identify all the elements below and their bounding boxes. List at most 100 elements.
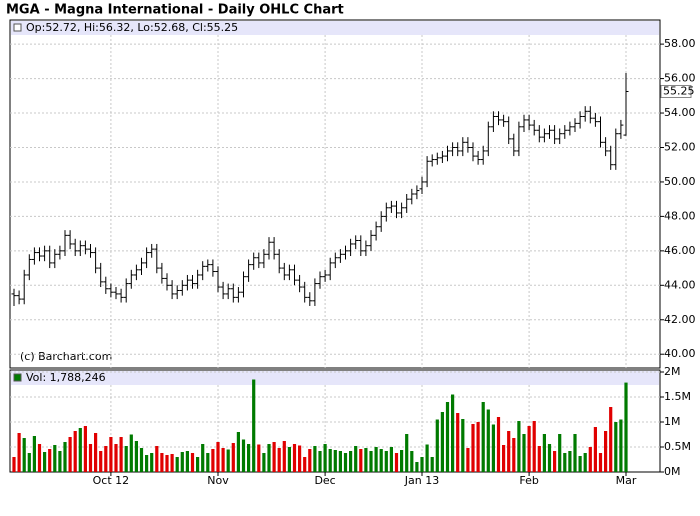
x-tick-label: Mar bbox=[616, 474, 637, 487]
volume-icon bbox=[13, 373, 22, 382]
volume-bar bbox=[609, 407, 613, 472]
volume-bar bbox=[542, 434, 546, 472]
volume-bar bbox=[287, 447, 291, 472]
volume-bar bbox=[58, 451, 62, 472]
volume-bar bbox=[43, 452, 47, 472]
price-header: Op:52.72, Hi:56.32, Lo:52.68, Cl:55.25 bbox=[26, 21, 238, 34]
volume-bar bbox=[17, 433, 21, 472]
y-tick-label: 52.00 bbox=[664, 140, 696, 153]
volume-bar bbox=[99, 451, 103, 472]
last-price-label: 55.25 bbox=[663, 84, 695, 97]
volume-bar bbox=[37, 444, 42, 472]
volume-bar bbox=[522, 434, 526, 472]
volume-bar bbox=[445, 402, 450, 472]
volume-bar bbox=[292, 444, 297, 472]
volume-bar bbox=[88, 444, 93, 472]
y-tick-label: 1M bbox=[664, 415, 681, 428]
volume-bar bbox=[451, 394, 455, 472]
y-tick-label: 46.00 bbox=[664, 244, 696, 257]
volume-bar bbox=[145, 455, 149, 472]
volume-bar bbox=[369, 451, 373, 472]
volume-bar bbox=[456, 413, 460, 472]
volume-bar bbox=[129, 434, 133, 472]
volume-bar bbox=[558, 434, 562, 472]
volume-bar bbox=[532, 421, 536, 472]
volume-header: Vol: 1,788,246 bbox=[26, 371, 106, 384]
volume-bar bbox=[354, 446, 358, 472]
volume-bar bbox=[221, 448, 225, 472]
volume-bar bbox=[563, 453, 567, 472]
volume-bar bbox=[139, 448, 144, 472]
y-tick-label: 58.00 bbox=[664, 37, 696, 50]
volume-bar bbox=[170, 454, 174, 472]
volume-bar bbox=[231, 443, 235, 472]
volume-bar bbox=[507, 431, 511, 472]
volume-bar bbox=[349, 451, 353, 472]
volume-bar bbox=[83, 426, 87, 472]
volume-bar bbox=[94, 433, 98, 472]
volume-bar bbox=[185, 451, 189, 472]
volume-bar bbox=[241, 439, 246, 472]
volume-bar bbox=[180, 452, 184, 472]
volume-bar bbox=[425, 444, 429, 472]
volume-bar bbox=[160, 453, 164, 472]
last-price-box bbox=[660, 84, 692, 98]
volume-bar bbox=[527, 426, 531, 472]
volume-bar bbox=[359, 449, 363, 472]
volume-bar bbox=[119, 437, 123, 472]
volume-bar bbox=[272, 442, 276, 472]
volume-bar bbox=[471, 424, 475, 472]
x-tick-label: Jan 13 bbox=[404, 474, 439, 487]
y-tick-label: 0M bbox=[664, 465, 681, 478]
y-tick-label: 44.00 bbox=[664, 278, 696, 291]
price-panel bbox=[9, 19, 661, 369]
volume-bar bbox=[252, 379, 256, 472]
y-tick-label: 56.00 bbox=[664, 72, 696, 85]
volume-bar bbox=[568, 451, 572, 472]
volume-bar bbox=[114, 444, 118, 472]
volume-bar bbox=[410, 451, 414, 472]
volume-bar bbox=[435, 419, 439, 472]
volume-bar bbox=[491, 424, 495, 472]
volume-bar bbox=[155, 446, 159, 472]
volume-bar bbox=[323, 444, 327, 472]
volume-bar bbox=[298, 445, 302, 472]
volume-bar bbox=[343, 453, 348, 472]
x-tick-label: Nov bbox=[207, 474, 229, 487]
volume-bar bbox=[588, 447, 592, 472]
y-tick-label: 0.5M bbox=[664, 440, 691, 453]
volume-bar bbox=[394, 453, 399, 472]
volume-bar bbox=[578, 456, 582, 472]
volume-bar bbox=[374, 447, 378, 472]
volume-bar bbox=[496, 417, 501, 472]
y-tick-label: 48.00 bbox=[664, 209, 696, 222]
y-tick-label: 1.5M bbox=[664, 390, 691, 403]
y-tick-label: 42.00 bbox=[664, 313, 696, 326]
credit: (c) Barchart.com bbox=[20, 350, 112, 363]
volume-bar bbox=[73, 431, 77, 472]
volume-bar bbox=[165, 455, 169, 472]
volume-bar bbox=[150, 453, 154, 472]
chart-title: MGA - Magna International - Daily OHLC C… bbox=[6, 3, 344, 18]
volume-bar bbox=[196, 457, 200, 472]
volume-bar bbox=[124, 446, 128, 472]
volume-bar bbox=[68, 437, 72, 472]
volume-bar bbox=[313, 446, 317, 472]
volume-bar bbox=[175, 457, 179, 472]
volume-bar bbox=[440, 412, 444, 472]
volume-bar bbox=[109, 437, 113, 472]
volume-bar bbox=[318, 451, 322, 472]
volume-bar bbox=[211, 449, 215, 472]
volume-bar bbox=[512, 438, 516, 472]
y-tick-label: 40.00 bbox=[664, 347, 696, 360]
x-tick-label: Dec bbox=[314, 474, 335, 487]
volume-bar bbox=[48, 449, 52, 472]
volume-bar bbox=[624, 382, 628, 472]
volume-bar bbox=[537, 446, 541, 472]
volume-bar bbox=[517, 421, 521, 472]
volume-bar bbox=[476, 422, 480, 472]
volume-bar bbox=[226, 449, 230, 472]
volume-bar bbox=[262, 453, 266, 472]
